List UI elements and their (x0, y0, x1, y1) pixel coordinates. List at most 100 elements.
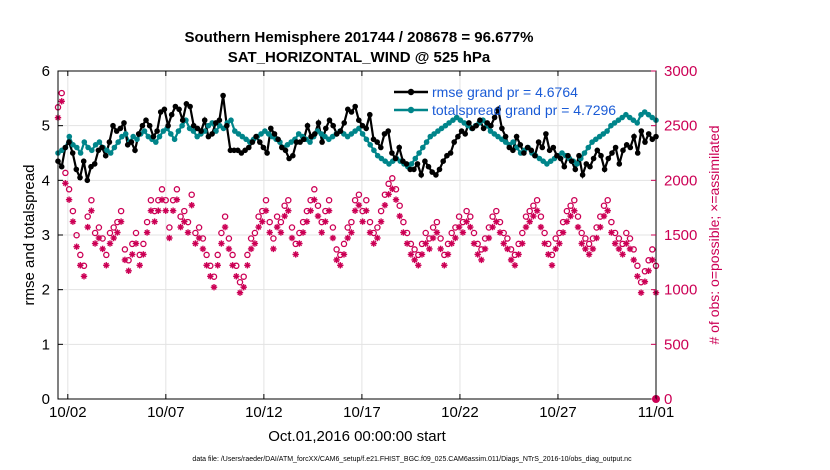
obs-possible-point (585, 240, 593, 248)
obs-assimilated-point (444, 251, 452, 258)
obs-assimilated-point (285, 207, 292, 214)
obs-assimilated-point (229, 262, 236, 269)
obs-possible-point (325, 196, 333, 204)
rmse-point (528, 147, 535, 154)
asterisk-stroke (229, 262, 236, 269)
totalspread-point (111, 144, 118, 151)
obs-assimilated-point (649, 256, 656, 264)
rmse-point (198, 128, 204, 134)
obs-assimilated-point (392, 196, 400, 203)
rmse-point (451, 139, 458, 145)
asterisk-stroke (367, 229, 373, 236)
obs-assimilated-point (188, 201, 195, 209)
obs-assimilated-point (129, 251, 136, 258)
obs-assimilated-point (604, 207, 611, 214)
obs-possible-point (244, 251, 251, 259)
obs-assimilated-point (381, 201, 389, 209)
asterisk-stroke (244, 262, 251, 269)
obs-assimilated-point (481, 245, 489, 253)
asterisk-stroke (538, 224, 544, 230)
totalspread-point (179, 122, 185, 129)
totalspread-point (213, 128, 219, 134)
rmse-point (84, 177, 91, 184)
obs-possible-point (285, 196, 292, 204)
totalspread-point (363, 136, 370, 143)
asterisk-stroke (523, 224, 529, 230)
obs-possible-point (626, 235, 634, 242)
obs-assimilated-point (84, 223, 91, 231)
asterisk-stroke (237, 289, 243, 296)
rmse-point (264, 150, 270, 156)
rmse-point (165, 122, 171, 129)
asterisk-stroke (114, 229, 121, 236)
obs-assimilated-point (221, 223, 229, 231)
x-axis-label: Oct.01,2016 00:00:00 start (268, 428, 446, 445)
y-tick-label: 2 (42, 282, 50, 299)
obs-assimilated-point (637, 289, 645, 296)
asterisk-stroke (322, 218, 329, 225)
obs-possible-point (240, 273, 247, 280)
obs-assimilated-point (355, 201, 363, 209)
obs-assimilated-point (585, 251, 593, 258)
obs-possible-point (288, 224, 296, 231)
rmse-point (73, 166, 80, 173)
totalspread-point (367, 142, 374, 148)
obs-assimilated-point (389, 185, 396, 193)
obs-possible-point (188, 191, 195, 198)
rmse-point (176, 106, 182, 113)
obs-assimilated-point (548, 262, 556, 269)
obs-possible-point (351, 196, 359, 204)
obs-assimilated-point (429, 234, 437, 242)
obs-possible-point (247, 235, 255, 242)
rmse-point (510, 147, 516, 154)
asterisk-stroke (203, 262, 210, 269)
asterisk-stroke (218, 240, 225, 247)
asterisk-stroke (515, 251, 522, 258)
obs-assimilated-point (377, 218, 385, 225)
asterisk-stroke (304, 218, 310, 225)
asterisk-stroke (118, 218, 124, 225)
asterisk-stroke (166, 235, 173, 241)
obs-possible-point (91, 229, 99, 237)
asterisk-stroke (248, 246, 254, 252)
rmse-point (425, 163, 432, 170)
rmse-point (168, 111, 175, 118)
obs-possible-point (389, 175, 396, 182)
chart-title: Southern Hemisphere 201744 / 208678 = 96… (185, 29, 534, 46)
rmse-point (513, 133, 520, 140)
asterisk-stroke (122, 257, 128, 263)
obs-assimilated-point (634, 273, 641, 280)
rmse-point (433, 172, 439, 178)
obs-possible-point (489, 213, 496, 220)
obs-assimilated-point (162, 207, 169, 214)
obs-assimilated-point (262, 207, 270, 214)
asterisk-stroke (196, 235, 202, 241)
rmse-point (301, 136, 307, 143)
obs-assimilated-point (422, 240, 429, 247)
asterisk-stroke (110, 235, 117, 241)
asterisk-stroke (214, 262, 221, 269)
obs-assimilated-point (615, 245, 623, 253)
rmse-point (132, 147, 138, 154)
rmse-point (179, 117, 186, 123)
asterisk-stroke (240, 284, 247, 290)
rmse-point (392, 155, 399, 162)
obs-assimilated-point (403, 240, 411, 247)
rmse-point (411, 166, 417, 173)
asterisk-stroke (259, 218, 266, 225)
obs-assimilated-point (567, 212, 574, 220)
x-tick-label: 10/27 (539, 404, 577, 421)
obs-assimilated-point (504, 245, 511, 253)
obs-possible-point (530, 202, 537, 209)
asterisk-stroke (292, 251, 299, 258)
asterisk-stroke (508, 257, 514, 263)
obs-assimilated-point (318, 229, 325, 236)
obs-assimilated-point (589, 245, 597, 253)
rmse-point (447, 150, 454, 156)
obs-assimilated-point (400, 229, 407, 236)
rmse-point (642, 139, 648, 145)
asterisk-stroke (463, 218, 470, 225)
obs-assimilated-point (366, 229, 374, 236)
obs-possible-point (132, 229, 140, 237)
asterisk-stroke (62, 180, 69, 187)
